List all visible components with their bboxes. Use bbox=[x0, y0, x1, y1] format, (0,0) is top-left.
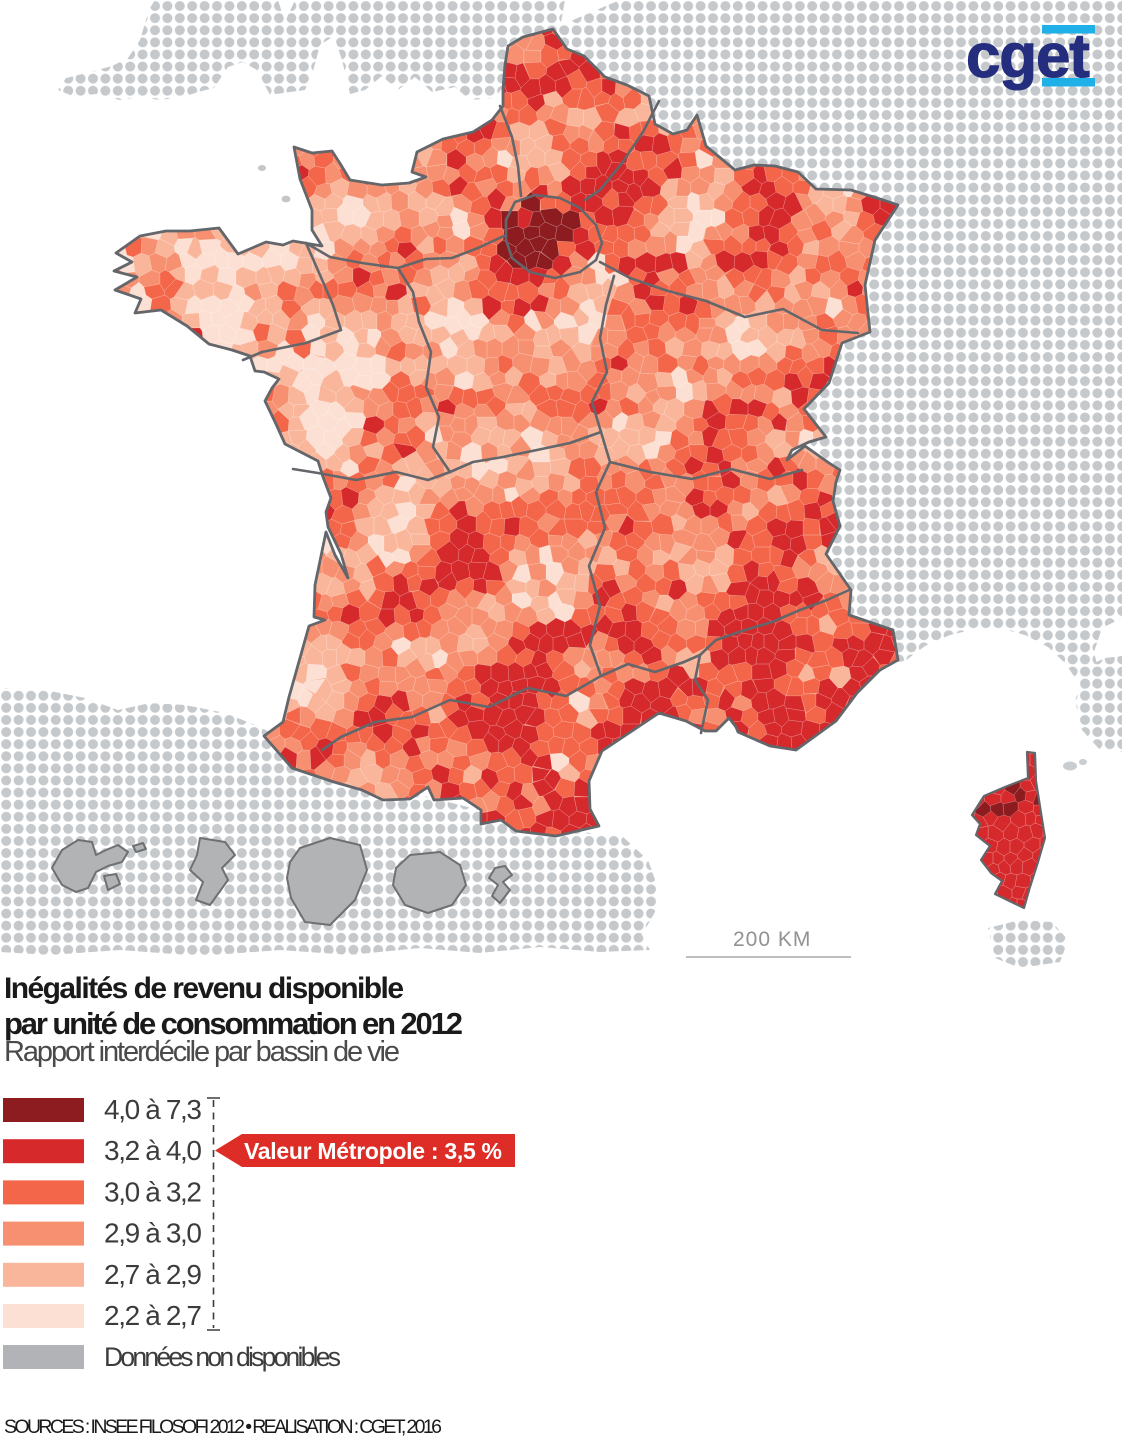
svg-text:3,0 à 3,2: 3,0 à 3,2 bbox=[104, 1176, 202, 1207]
svg-text:Rapport interdécile par bassin: Rapport interdécile par bassin de vie bbox=[4, 1036, 400, 1068]
svg-text:SOURCES : INSEE FILOSOFI 2012: SOURCES : INSEE FILOSOFI 2012 • REALISAT… bbox=[4, 1416, 442, 1438]
svg-text:Valeur Métropole : 3,5 %: Valeur Métropole : 3,5 % bbox=[244, 1138, 502, 1164]
svg-text:2,9 à 3,0: 2,9 à 3,0 bbox=[104, 1218, 202, 1249]
svg-text:cget: cget bbox=[966, 22, 1089, 91]
svg-text:2,2 à 2,7: 2,2 à 2,7 bbox=[104, 1300, 202, 1331]
svg-text:4,0 à 7,3: 4,0 à 7,3 bbox=[104, 1094, 202, 1125]
svg-text:200 KM: 200 KM bbox=[733, 928, 811, 951]
svg-text:Données non disponibles: Données non disponibles bbox=[104, 1342, 341, 1372]
svg-text:3,2 à 4,0: 3,2 à 4,0 bbox=[104, 1135, 202, 1166]
svg-text:Inégalités de revenu disponibl: Inégalités de revenu disponible bbox=[4, 972, 404, 1005]
svg-text:2,7 à 2,9: 2,7 à 2,9 bbox=[104, 1259, 202, 1290]
svg-text:par unité de consommation en 2: par unité de consommation en 2012 bbox=[4, 1006, 463, 1041]
